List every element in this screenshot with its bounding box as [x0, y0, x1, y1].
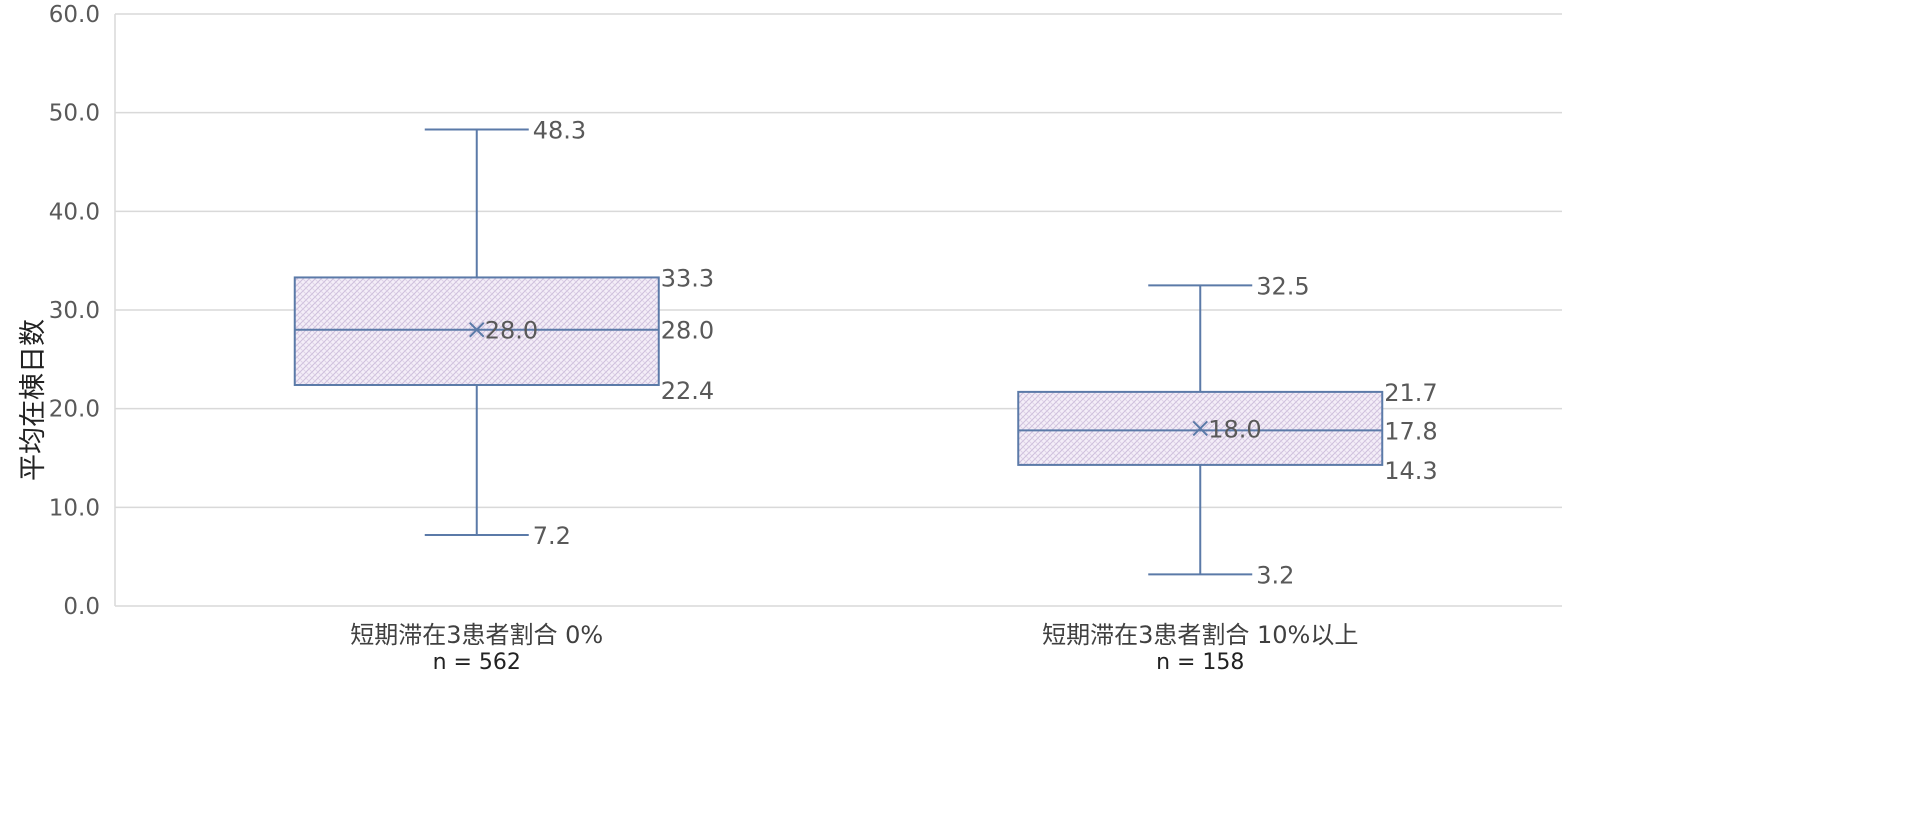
mean-label: 28.0: [485, 317, 538, 345]
box-2: 32.5 3.2 21.7 17.8 14.3 18.0: [1017, 272, 1438, 589]
y-tick-label: 50.0: [49, 101, 100, 127]
mean-label: 18.0: [1208, 415, 1261, 443]
box-1: 48.3 7.2 33.3 28.0 22.4 28.0: [293, 116, 714, 550]
sample-size-label: n = 562: [433, 650, 521, 675]
y-tick-label: 0.0: [63, 594, 100, 620]
min-label: 3.2: [1256, 561, 1294, 589]
median-label: 28.0: [661, 317, 714, 345]
y-axis-label: 平均在棟日数: [18, 319, 49, 481]
q1-label: 14.3: [1384, 457, 1437, 485]
boxes: 48.3 7.2 33.3 28.0 22.4 28.0 32.5 3.2 21.7 17.8 14…: [293, 116, 1438, 589]
q3-label: 21.7: [1384, 379, 1437, 407]
y-tick-label: 60.0: [49, 2, 100, 28]
q1-label: 22.4: [661, 377, 714, 405]
x-axis-categories: 短期滞在3患者割合 0%n = 562 短期滞在3患者割合 10%以上n = 15…: [350, 621, 1358, 675]
min-label: 7.2: [533, 522, 571, 550]
y-axis-ticks: 0.0 10.0 20.0 30.0 40.0 50.0 60.0: [49, 2, 100, 620]
y-tick-label: 20.0: [49, 397, 100, 423]
q3-label: 33.3: [661, 264, 714, 292]
iqr-box: [293, 276, 660, 386]
mean-marker: [469, 322, 485, 338]
category-label: 短期滞在3患者割合 0%: [350, 621, 603, 649]
max-label: 32.5: [1256, 272, 1309, 300]
y-tick-label: 30.0: [49, 298, 100, 324]
median-label: 17.8: [1384, 417, 1437, 445]
mean-marker: [1192, 420, 1208, 437]
y-tick-label: 40.0: [49, 199, 100, 225]
category-label: 短期滞在3患者割合 10%以上: [1042, 621, 1358, 649]
sample-size-label: n = 158: [1156, 650, 1244, 675]
max-label: 48.3: [533, 116, 586, 144]
y-tick-label: 10.0: [49, 495, 100, 521]
